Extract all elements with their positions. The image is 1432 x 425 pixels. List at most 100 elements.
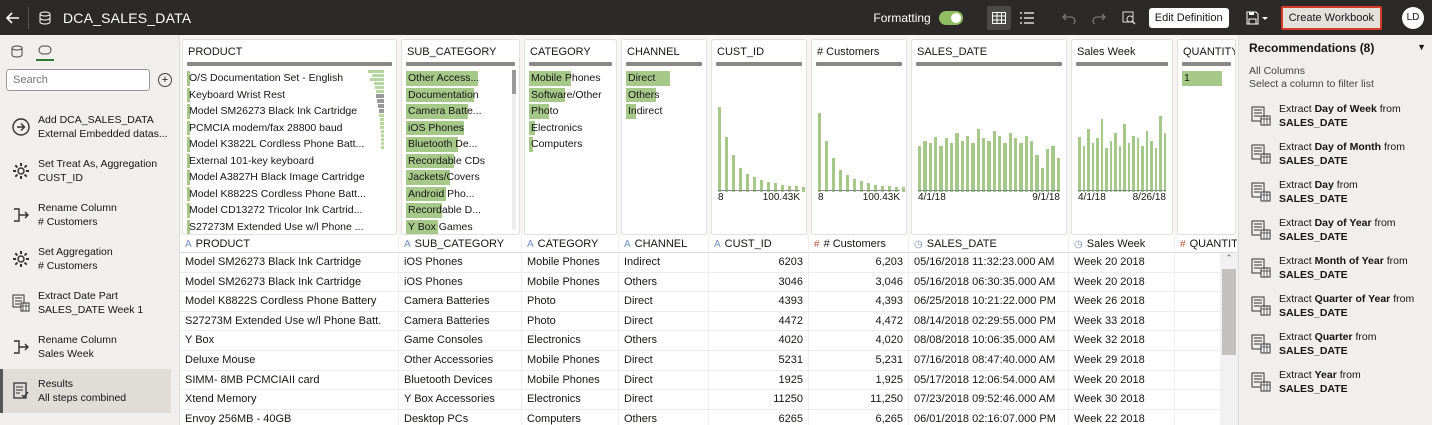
value-item[interactable]: Model SM26273 Black Ink Cartridge bbox=[187, 103, 386, 120]
histogram-bar[interactable] bbox=[1024, 135, 1028, 192]
histogram-bar[interactable] bbox=[1019, 143, 1023, 192]
column-header[interactable]: A SUB_CATEGORY bbox=[399, 235, 522, 253]
table-cell[interactable]: 1,925 bbox=[809, 370, 909, 391]
column-header[interactable]: # # Customers bbox=[809, 235, 909, 253]
table-cell[interactable]: Photo bbox=[522, 292, 619, 312]
table-cell[interactable]: iOS Phones bbox=[399, 253, 522, 273]
table-cell[interactable]: Y Box bbox=[180, 331, 399, 351]
sub-category-profile-card[interactable]: SUB_CATEGORY Other Access... Documentation… bbox=[401, 39, 520, 235]
user-avatar[interactable]: LD bbox=[1402, 6, 1424, 29]
table-cell[interactable]: 11,250 bbox=[809, 390, 909, 410]
table-cell[interactable]: Xtend Memory bbox=[180, 390, 399, 410]
histogram-bar[interactable] bbox=[965, 135, 970, 192]
histogram-bar[interactable] bbox=[997, 135, 1002, 192]
table-cell[interactable]: Bluetooth Devices bbox=[399, 370, 522, 391]
sales-date-profile-card[interactable]: SALES_DATE 4/1/18 9/1/18 bbox=[911, 39, 1067, 235]
table-cell[interactable]: 4,393 bbox=[809, 292, 909, 312]
value-item[interactable]: Recordable CDs bbox=[406, 153, 509, 170]
cust-id-profile-card[interactable]: CUST_ID 8 100.43K bbox=[711, 39, 807, 235]
histogram-bar[interactable] bbox=[1082, 145, 1085, 192]
recommendation-item[interactable]: Extract Day of Year from SALES_DATE bbox=[1239, 211, 1432, 249]
table-cell[interactable]: Game Consoles bbox=[399, 331, 522, 351]
list-view-icon[interactable] bbox=[1015, 6, 1039, 30]
table-cell[interactable]: 6,203 bbox=[809, 253, 909, 273]
column-header[interactable]: A CUST_ID bbox=[709, 235, 809, 253]
table-cell[interactable]: Electronics bbox=[522, 390, 619, 410]
histogram-bar[interactable] bbox=[1123, 123, 1126, 192]
formatting-toggle[interactable] bbox=[938, 10, 963, 25]
value-item[interactable]: Jackets/Covers bbox=[406, 169, 509, 186]
value-item[interactable]: Software/Other bbox=[529, 87, 606, 104]
table-cell[interactable]: 3046 bbox=[709, 272, 809, 293]
column-header[interactable]: A CATEGORY bbox=[522, 235, 619, 253]
value-item[interactable]: Mobile Phones bbox=[529, 70, 606, 87]
edit-definition-button[interactable]: Edit Definition bbox=[1148, 7, 1229, 28]
table-cell[interactable]: 6265 bbox=[709, 409, 809, 425]
value-item[interactable]: Direct bbox=[626, 70, 696, 87]
histogram-bar[interactable] bbox=[739, 167, 742, 192]
histogram-bar[interactable] bbox=[933, 137, 938, 192]
grid-scrollbar[interactable]: ⌃ bbox=[1220, 253, 1238, 425]
recommendation-item[interactable]: Extract Year from SALES_DATE bbox=[1239, 363, 1432, 401]
histogram-bar[interactable] bbox=[955, 133, 959, 192]
table-cell[interactable]: Model SM26273 Black Ink Cartridge bbox=[180, 253, 399, 273]
table-cell[interactable]: Envoy 256MB - 40GB bbox=[180, 409, 399, 425]
table-row[interactable]: Model SM26273 Black Ink Cartridge iOS Pho… bbox=[180, 253, 1220, 273]
histogram-bar[interactable] bbox=[1008, 133, 1012, 192]
histogram-bar[interactable] bbox=[1051, 145, 1055, 192]
histogram-bar[interactable] bbox=[860, 181, 863, 192]
histogram-bar[interactable] bbox=[928, 143, 932, 192]
table-cell[interactable]: Week 20 2018 bbox=[1069, 253, 1175, 273]
search-input[interactable] bbox=[6, 69, 150, 91]
column-header[interactable]: #QUANTITY bbox=[1175, 235, 1238, 253]
table-cell[interactable]: Week 20 2018 bbox=[1069, 272, 1175, 293]
table-cell[interactable]: Week 22 2018 bbox=[1069, 409, 1175, 425]
histogram-bar[interactable] bbox=[1163, 133, 1166, 192]
value-item[interactable]: Bluetooth De... bbox=[406, 136, 509, 153]
histogram-bar[interactable] bbox=[971, 143, 975, 192]
histogram-bar[interactable] bbox=[1159, 116, 1162, 192]
recommendation-item[interactable]: Extract Day of Week from SALES_DATE bbox=[1239, 97, 1432, 135]
histogram-bar[interactable] bbox=[1100, 118, 1103, 192]
table-cell[interactable]: 6203 bbox=[709, 253, 809, 273]
product-profile-card[interactable]: PRODUCT O/S Documentation Set - English Ke… bbox=[182, 39, 397, 235]
histogram-bar[interactable] bbox=[802, 187, 805, 192]
table-cell[interactable]: Direct bbox=[619, 311, 709, 332]
histogram-bar[interactable] bbox=[1118, 145, 1121, 192]
table-cell[interactable]: 6,265 bbox=[809, 409, 909, 425]
histogram-bar[interactable] bbox=[981, 138, 986, 192]
card-scrollbar[interactable] bbox=[512, 70, 516, 230]
table-cell[interactable]: Model SM26273 Black Ink Cartridge bbox=[180, 272, 399, 293]
data-tab-icon[interactable] bbox=[8, 41, 26, 61]
histogram-bar[interactable] bbox=[760, 179, 763, 192]
table-cell[interactable]: iOS Phones bbox=[399, 272, 522, 293]
histogram-bar[interactable] bbox=[718, 106, 721, 192]
table-view-icon[interactable] bbox=[986, 5, 1011, 30]
histogram-bar[interactable] bbox=[1145, 131, 1148, 192]
create-workbook-button[interactable]: Create Workbook bbox=[1280, 5, 1382, 30]
histogram-bar[interactable] bbox=[746, 173, 749, 192]
histogram-bar[interactable] bbox=[1132, 135, 1135, 192]
step-item[interactable]: Results All steps combined bbox=[0, 369, 171, 413]
table-cell[interactable]: 05/17/2018 12:06:54.000 AM bbox=[909, 370, 1069, 391]
table-cell[interactable]: Photo bbox=[522, 311, 619, 332]
column-header[interactable]: A PRODUCT bbox=[180, 235, 399, 253]
table-cell[interactable]: Week 32 2018 bbox=[1069, 331, 1175, 351]
table-cell[interactable]: 3,046 bbox=[809, 272, 909, 293]
table-cell[interactable]: 5231 bbox=[709, 350, 809, 371]
histogram-bar[interactable] bbox=[1141, 145, 1144, 192]
histogram-bar[interactable] bbox=[781, 184, 784, 192]
histogram-bar[interactable] bbox=[1056, 157, 1060, 192]
histogram-bar[interactable] bbox=[944, 138, 948, 192]
table-cell[interactable]: Others bbox=[619, 272, 709, 293]
table-cell[interactable]: Direct bbox=[619, 370, 709, 391]
histogram-bar[interactable] bbox=[1136, 138, 1139, 192]
histogram-bar[interactable] bbox=[1087, 128, 1090, 192]
value-item[interactable]: O/S Documentation Set - English bbox=[187, 70, 386, 87]
table-cell[interactable]: 06/25/2018 10:21:22.000 PM bbox=[909, 292, 1069, 312]
table-cell[interactable]: Week 33 2018 bbox=[1069, 311, 1175, 332]
table-cell[interactable]: 4,020 bbox=[809, 331, 909, 351]
table-cell[interactable]: 4,472 bbox=[809, 311, 909, 332]
table-cell[interactable]: 4393 bbox=[709, 292, 809, 312]
value-item[interactable]: Photo bbox=[529, 103, 606, 120]
